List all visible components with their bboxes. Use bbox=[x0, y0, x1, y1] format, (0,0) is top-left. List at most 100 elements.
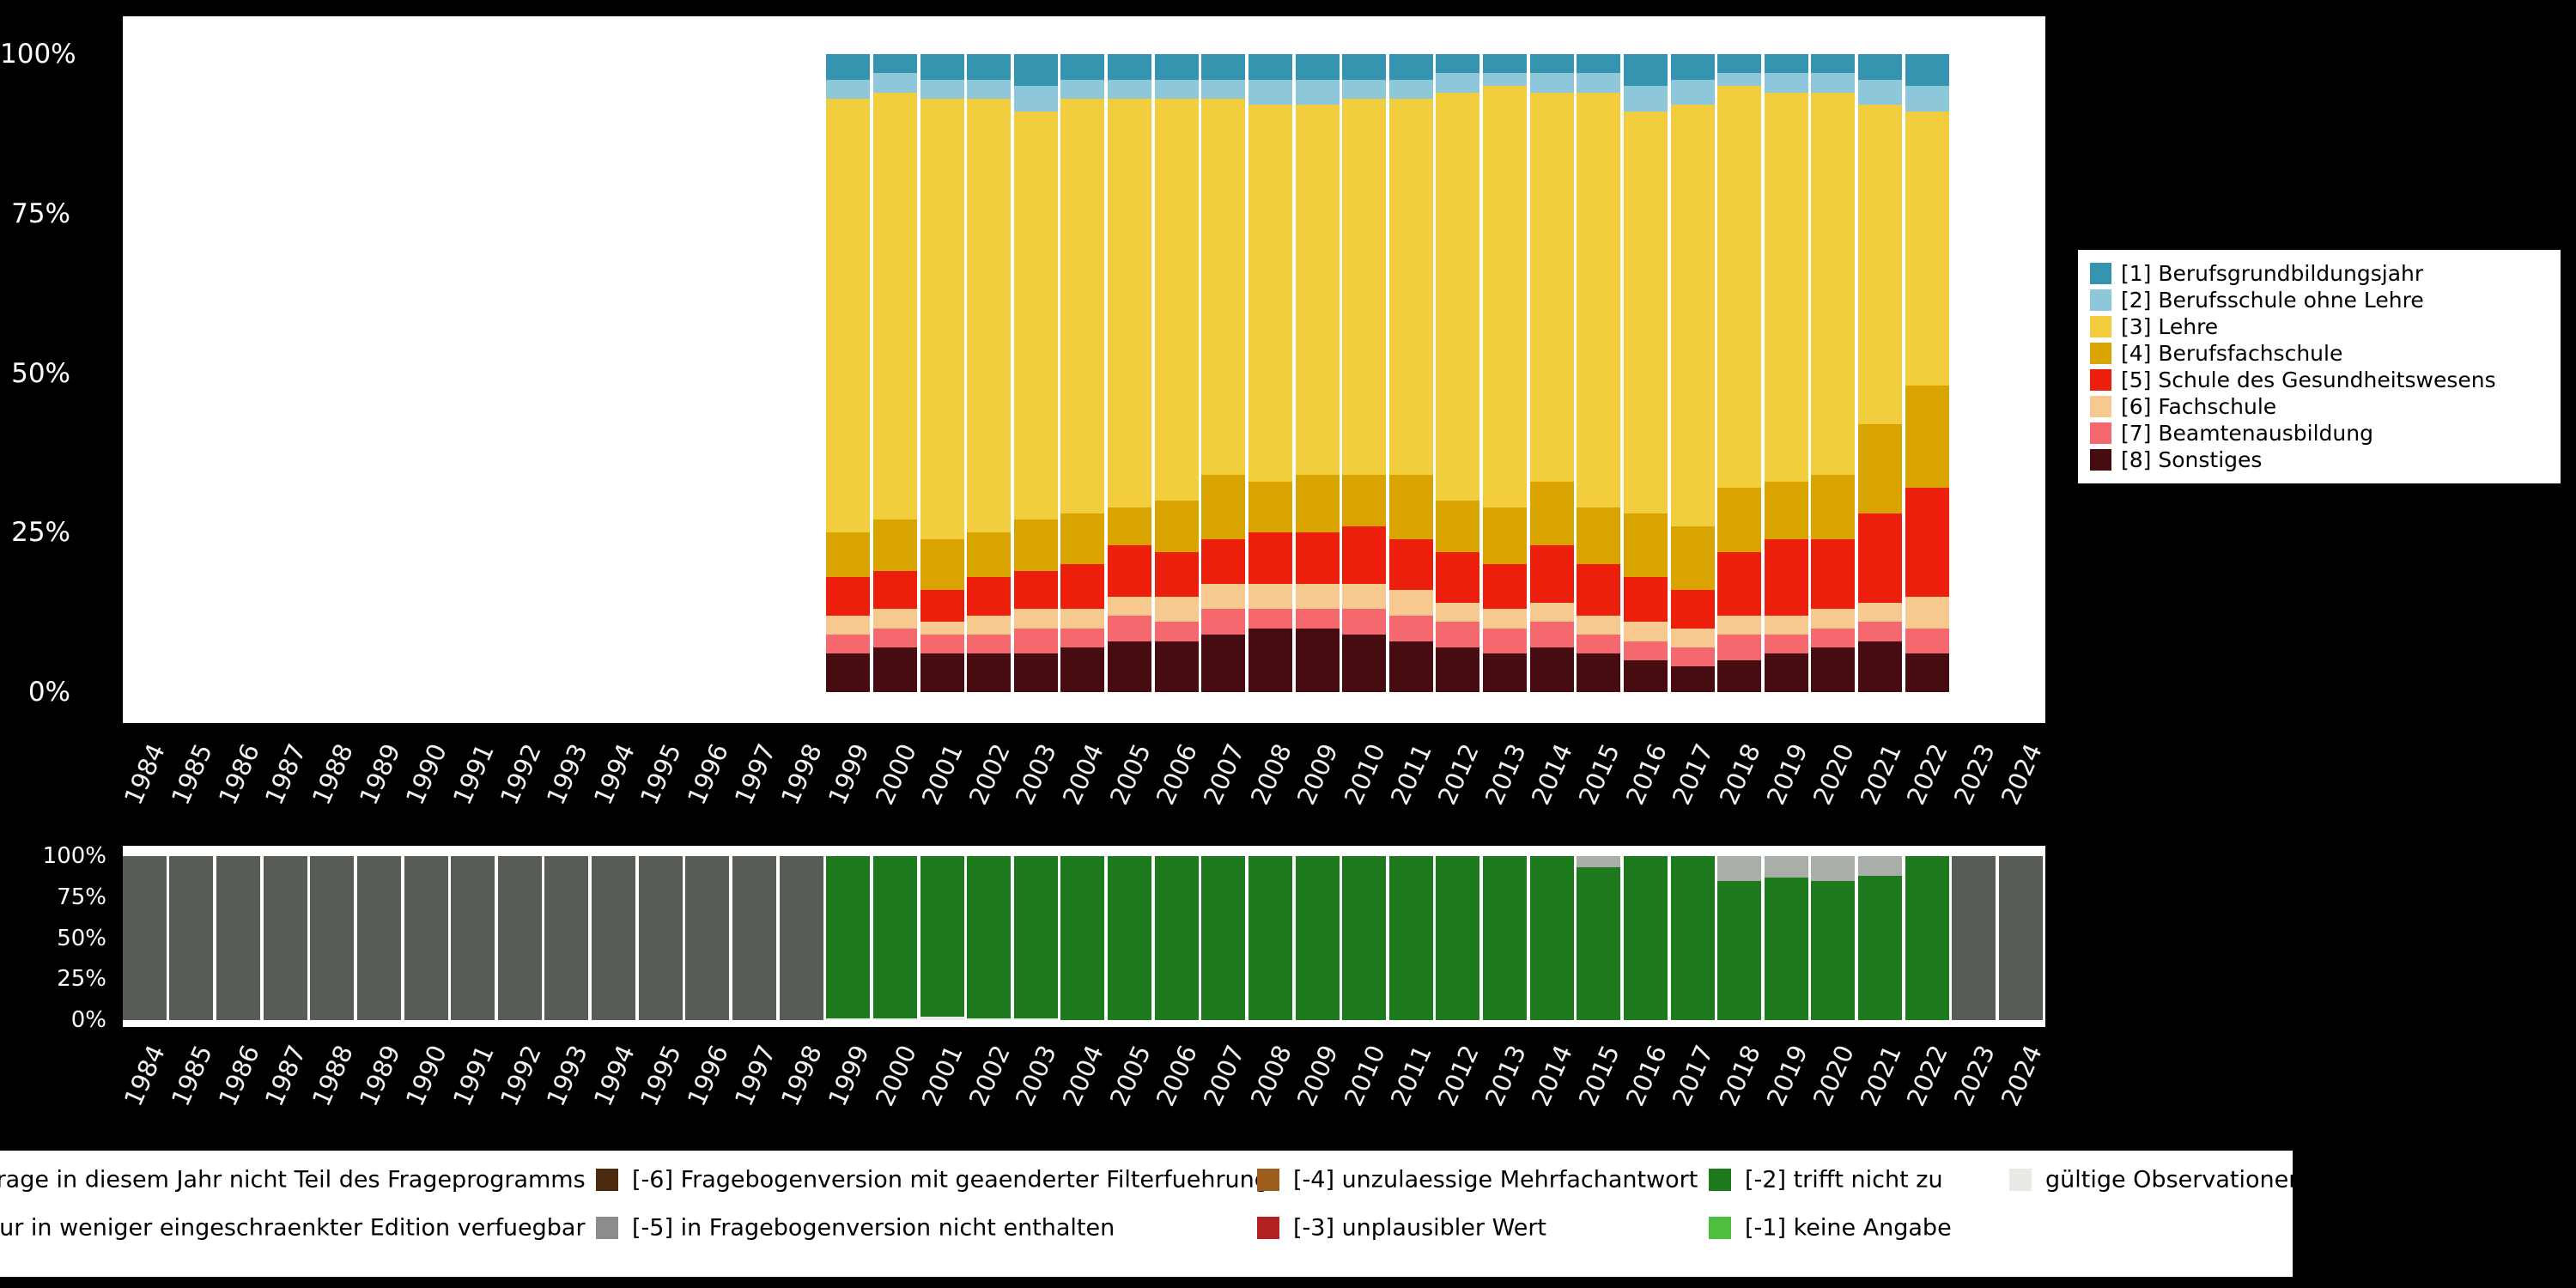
x-tick-label: 2012 bbox=[1431, 1041, 1485, 1111]
legend-label: [-6] Fragebogenversion mit geaenderter F… bbox=[632, 1166, 1269, 1194]
bar-segment bbox=[920, 590, 964, 623]
stacked-bar-2006 bbox=[1154, 54, 1199, 692]
bar-segment bbox=[826, 635, 871, 654]
bar-segment bbox=[1201, 475, 1246, 539]
bar-segment bbox=[1248, 609, 1292, 629]
bar-segment bbox=[1060, 647, 1105, 692]
x-tick-label: 2019 bbox=[1760, 739, 1814, 810]
bar-segment bbox=[826, 1018, 871, 1020]
x-tick-label: 2016 bbox=[1619, 739, 1673, 810]
bar-segment bbox=[123, 856, 167, 1020]
bar-segment bbox=[1436, 856, 1480, 1020]
x-tick-label: 2024 bbox=[1995, 1041, 2048, 1111]
distribution-chart bbox=[123, 16, 2045, 723]
bar-segment bbox=[1483, 653, 1528, 692]
x-tick-label: 2008 bbox=[1244, 739, 1297, 810]
y-tick-label: 75% bbox=[57, 884, 106, 910]
bar-segment bbox=[1577, 856, 1621, 868]
bar-segment bbox=[1295, 105, 1340, 476]
stacked-bar-2011 bbox=[1388, 54, 1433, 692]
bar-segment bbox=[1108, 507, 1152, 546]
x-tick-label: 2013 bbox=[1479, 1041, 1532, 1111]
stacked-bar-1991 bbox=[451, 856, 495, 1020]
legend-entry: [1] Berufsgrundbildungsjahr bbox=[2090, 260, 2549, 287]
bar-segment bbox=[1577, 73, 1621, 93]
bar-segment bbox=[1811, 475, 1856, 539]
bar-segment bbox=[404, 856, 448, 1020]
bar-segment bbox=[1154, 501, 1199, 552]
bar-segment bbox=[263, 856, 307, 1020]
legend-label: [7] Beamtenausbildung bbox=[2121, 421, 2373, 446]
bar-segment bbox=[1858, 423, 1903, 513]
bar-segment bbox=[872, 570, 917, 610]
legend-label: [-2] trifft nicht zu bbox=[1745, 1166, 1943, 1194]
x-tick-label: 2018 bbox=[1713, 1041, 1766, 1111]
bar-segment bbox=[1764, 635, 1808, 654]
stacked-bar-1985 bbox=[169, 856, 214, 1020]
x-tick-label: 2003 bbox=[1010, 1041, 1063, 1111]
stacked-bar-2016 bbox=[1623, 54, 1668, 692]
bar-segment bbox=[1905, 653, 1949, 692]
bar-segment bbox=[1905, 488, 1949, 597]
stacked-bar-2019 bbox=[1764, 54, 1808, 692]
bar-segment bbox=[1388, 79, 1433, 99]
bar-segment bbox=[1201, 538, 1246, 584]
stacked-bar-2023 bbox=[1952, 856, 1996, 1020]
bar-segment bbox=[826, 79, 871, 99]
x-tick-label: 2021 bbox=[1854, 1041, 1907, 1111]
x-tick-label: 1996 bbox=[681, 1041, 734, 1111]
bar-segment bbox=[1201, 583, 1246, 610]
bar-segment bbox=[826, 653, 871, 692]
bar-segment bbox=[1388, 641, 1433, 692]
legend-swatch bbox=[2090, 369, 2111, 391]
legend-label: nur in weniger eingeschraenkter Edition … bbox=[0, 1214, 586, 1242]
x-tick-label: 2011 bbox=[1385, 739, 1438, 810]
bar-segment bbox=[1013, 856, 1058, 1019]
bar-segment bbox=[1670, 856, 1715, 1020]
bar-segment bbox=[1577, 867, 1621, 1020]
bar-segment bbox=[1717, 54, 1762, 74]
x-tick-label: 2016 bbox=[1619, 1041, 1673, 1111]
bar-segment bbox=[1623, 86, 1668, 112]
stacked-bar-1984 bbox=[123, 856, 167, 1020]
bar-segment bbox=[1764, 538, 1808, 616]
bar-segment bbox=[1108, 596, 1152, 616]
stacked-bar-2010 bbox=[1342, 856, 1387, 1020]
bar-segment bbox=[1013, 1018, 1058, 1020]
legend-label: Frage in diesem Jahr nicht Teil des Frag… bbox=[0, 1166, 586, 1194]
bar-segment bbox=[1342, 79, 1387, 99]
bar-segment bbox=[1483, 507, 1528, 565]
x-tick-label: 2020 bbox=[1807, 1041, 1861, 1111]
x-tick-label: 1995 bbox=[635, 1041, 688, 1111]
bar-segment bbox=[1670, 590, 1715, 629]
stacked-bar-2022 bbox=[1905, 856, 1949, 1020]
bar-segment bbox=[967, 79, 1012, 99]
bar-segment bbox=[1295, 475, 1340, 533]
y-tick-label: 75% bbox=[11, 197, 70, 229]
legend-swatch bbox=[2090, 396, 2111, 417]
bar-segment bbox=[920, 54, 964, 80]
x-tick-label: 2023 bbox=[1947, 1041, 2001, 1111]
bar-segment bbox=[1577, 507, 1621, 565]
bar-segment bbox=[872, 647, 917, 692]
bar-segment bbox=[872, 609, 917, 629]
bar-segment bbox=[1623, 54, 1668, 87]
stacked-bar-2003 bbox=[1013, 54, 1058, 692]
bar-segment bbox=[1764, 54, 1808, 74]
bar-segment bbox=[1248, 105, 1292, 482]
bar-segment bbox=[1013, 628, 1058, 654]
stacked-bar-2009 bbox=[1295, 54, 1340, 692]
bar-segment bbox=[1764, 615, 1808, 635]
y-tick-label: 25% bbox=[11, 517, 70, 549]
stacked-bar-2013 bbox=[1483, 856, 1528, 1020]
x-tick-label: 2007 bbox=[1197, 1041, 1250, 1111]
bar-segment bbox=[1013, 519, 1058, 571]
legend-entry: [8] Sonstiges bbox=[2090, 447, 2549, 473]
legend-label: [5] Schule des Gesundheitswesens bbox=[2121, 368, 2496, 392]
bar-segment bbox=[1905, 628, 1949, 654]
legend-swatch bbox=[2090, 316, 2111, 337]
stacked-bar-2020 bbox=[1811, 54, 1856, 692]
bar-segment bbox=[1811, 538, 1856, 610]
x-tick-label: 2005 bbox=[1103, 739, 1157, 810]
